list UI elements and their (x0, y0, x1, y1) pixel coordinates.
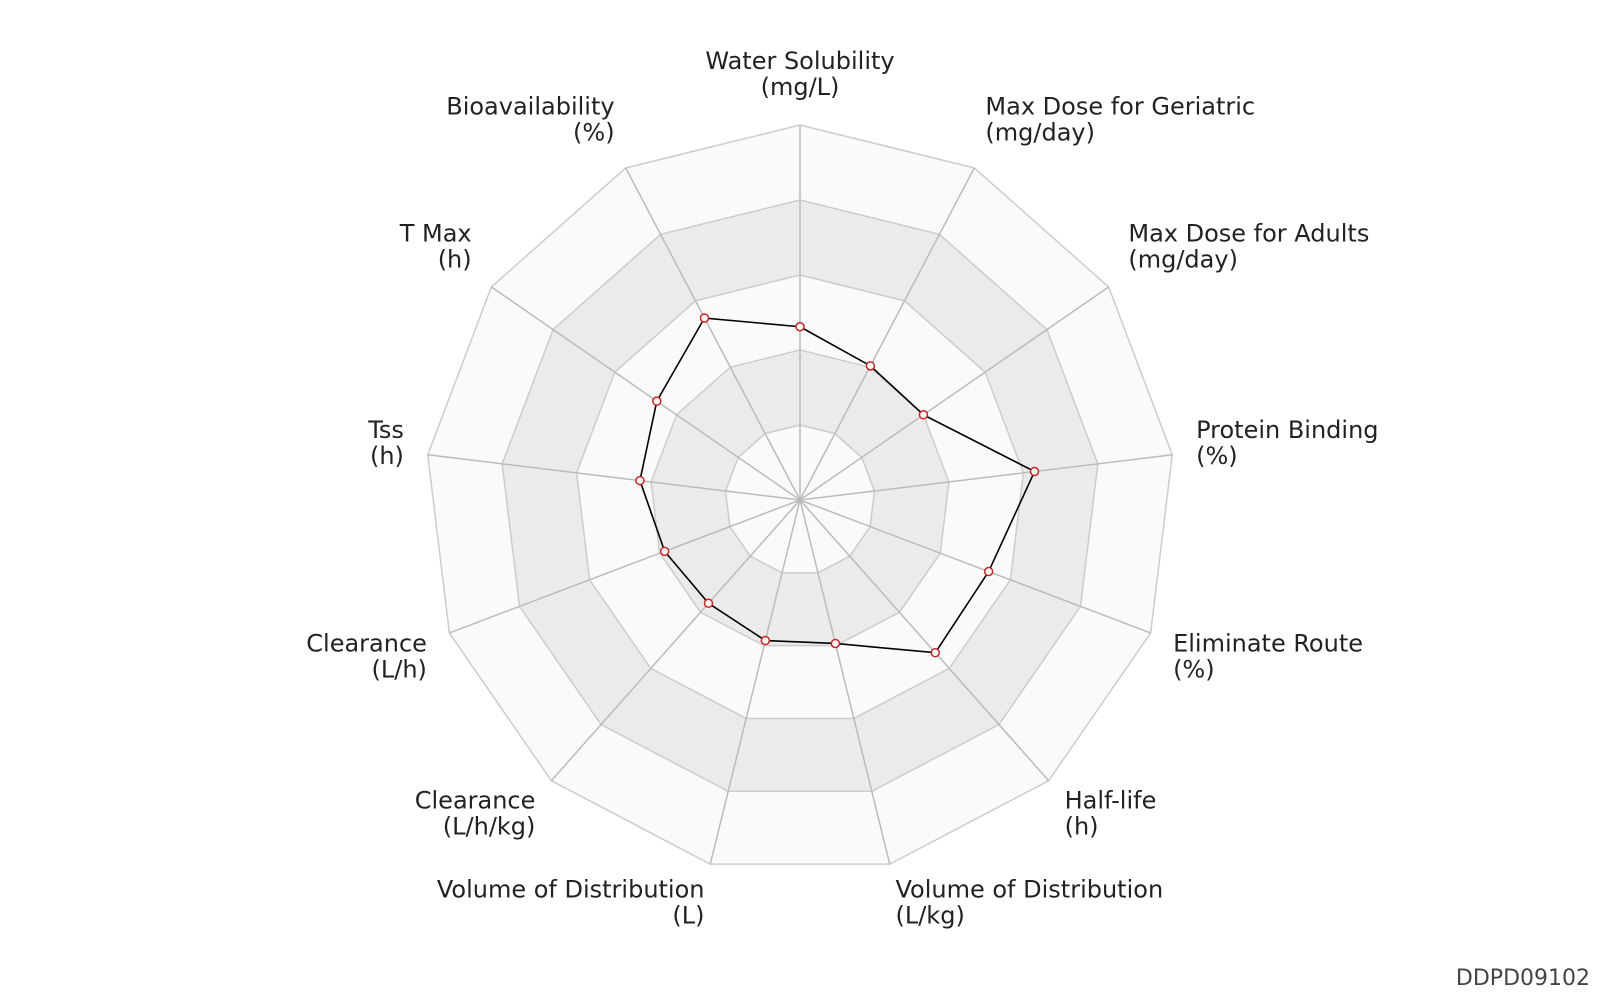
data-point (865, 361, 876, 371)
axis-label: Bioavailability (446, 93, 614, 121)
axis-unit: (L/kg) (895, 901, 964, 929)
axis-unit: (L) (672, 901, 704, 929)
data-point (635, 475, 645, 486)
spoke (427, 454, 801, 501)
data-point (1029, 466, 1040, 477)
axis-label: Max Dose for Geriatric (985, 93, 1255, 121)
data-point (652, 396, 662, 406)
data-point (703, 598, 714, 609)
axis-unit: (mg/day) (1128, 245, 1238, 273)
axis-unit: (L/h) (372, 655, 427, 683)
data-point (659, 546, 670, 557)
spoke (799, 286, 1110, 501)
spoke (550, 499, 801, 782)
spoke (799, 499, 1151, 634)
axis-unit: (h) (1065, 813, 1099, 841)
axis-label: Clearance (306, 629, 427, 657)
axis-label: Volume of Distribution (895, 875, 1163, 903)
data-point (699, 313, 710, 323)
spoke (799, 499, 891, 865)
axis-unit: (h) (370, 442, 404, 470)
spoke (799, 499, 1050, 782)
data-point (795, 322, 805, 332)
axis-label: Eliminate Route (1173, 629, 1363, 657)
axis-label: Max Dose for Adults (1128, 219, 1369, 247)
axis-unit: (%) (573, 119, 615, 147)
data-line (639, 317, 1036, 654)
axis-label: T Max (399, 219, 472, 247)
axis-unit: (mg/day) (985, 119, 1095, 147)
axis-unit: (%) (1173, 655, 1215, 683)
axis-unit: (%) (1196, 442, 1238, 470)
axis-label: Tss (367, 416, 404, 444)
spoke (799, 167, 975, 501)
data-point (983, 566, 994, 577)
axis-label: Protein Binding (1196, 416, 1378, 444)
data-point (930, 647, 941, 658)
data-point (830, 638, 841, 649)
data-point (760, 635, 771, 646)
spoke (449, 499, 801, 634)
watermark: DDPD09102 (1456, 966, 1590, 991)
spoke (709, 499, 801, 865)
axis-unit: (L/h/kg) (443, 813, 536, 841)
spoke (490, 286, 801, 501)
axis-label: Water Solubility (705, 47, 894, 75)
axis-label: Half-life (1065, 787, 1157, 815)
data-point (918, 410, 929, 420)
axis-label: Clearance (415, 787, 536, 815)
spoke (799, 454, 1173, 501)
axis-unit: (mg/L) (761, 73, 840, 101)
axis-label: Volume of Distribution (437, 875, 705, 903)
axis-unit: (h) (438, 245, 472, 273)
spoke (625, 167, 801, 501)
